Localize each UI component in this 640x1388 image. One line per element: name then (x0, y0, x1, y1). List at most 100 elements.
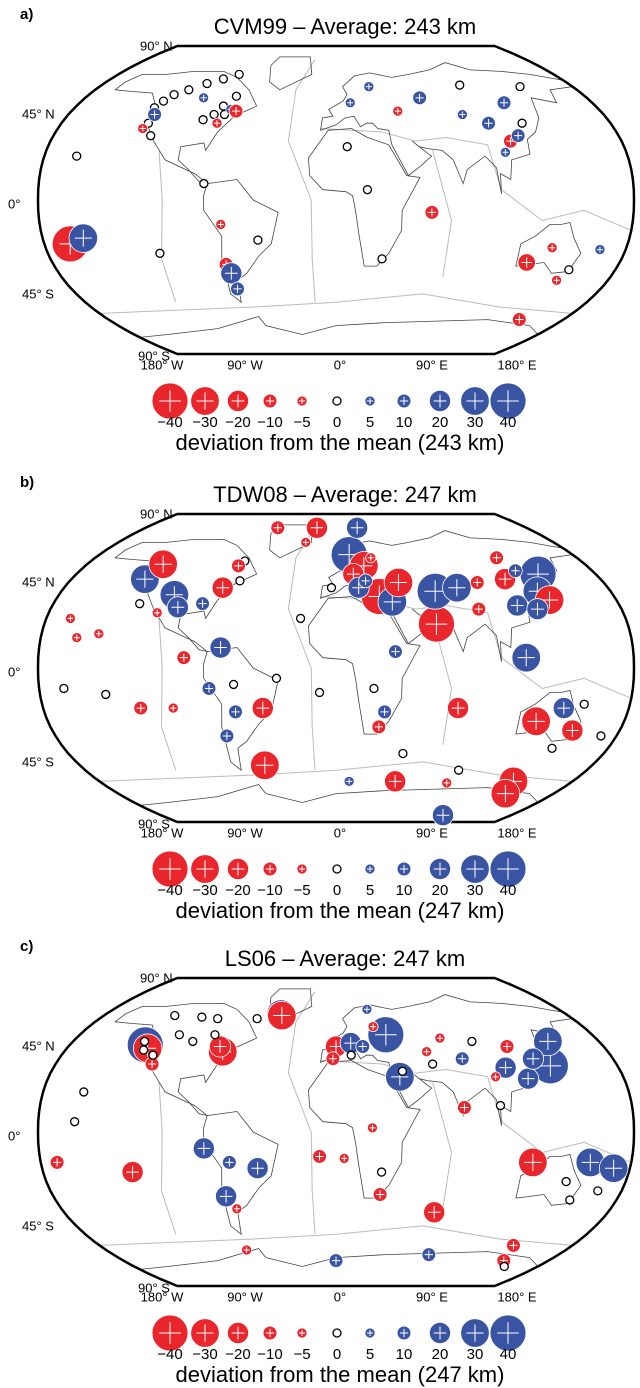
station-marker (398, 748, 408, 759)
legend-label: −30 (192, 414, 217, 431)
lat-label: 90° S (138, 1280, 170, 1295)
cross (380, 707, 389, 717)
cross (433, 1326, 447, 1340)
coastline (515, 1154, 582, 1206)
cross (170, 705, 177, 712)
cross (497, 390, 519, 412)
plate-boundary (287, 59, 316, 303)
cross (399, 396, 409, 406)
cross (213, 1040, 227, 1053)
plate-boundary (320, 128, 632, 231)
cross (67, 615, 74, 622)
cross (358, 1042, 367, 1051)
cross (511, 566, 520, 575)
legend-label: 30 (467, 414, 484, 431)
cross (510, 599, 524, 612)
station-marker (596, 731, 606, 741)
cross (497, 1322, 519, 1344)
station-marker (467, 1036, 477, 1047)
cross (553, 277, 560, 284)
station-marker (561, 1176, 571, 1187)
cross (74, 229, 92, 247)
cross (514, 131, 523, 140)
cross (352, 581, 366, 595)
plate-boundary (158, 150, 177, 303)
station-marker (579, 699, 589, 709)
coastline (307, 596, 421, 735)
legend-label: 5 (366, 882, 374, 899)
cross (310, 521, 324, 535)
cross (492, 1073, 499, 1080)
cross (433, 394, 447, 408)
cross (298, 1329, 306, 1337)
lat-label: 45° N (22, 1038, 55, 1053)
cross (159, 390, 181, 412)
cross (496, 785, 514, 803)
cross (196, 392, 214, 410)
station-marker (593, 1186, 603, 1196)
cross (231, 1326, 245, 1340)
legend-label: 40 (500, 1346, 517, 1363)
map-panel: a) CVM99 – Average: 243 km 90° N 45° N 0° 45°… (8, 6, 636, 455)
station-marker (376, 1167, 387, 1177)
coastline (319, 62, 574, 194)
cross (502, 1042, 512, 1051)
legend-label: −40 (157, 882, 182, 899)
station-marker (199, 178, 209, 189)
legend-caption: deviation from the mean (243 km) (176, 430, 505, 455)
station-marker (138, 1045, 149, 1055)
station-marker (209, 109, 219, 120)
cross (273, 1006, 291, 1025)
plate-boundary (99, 761, 573, 782)
legend-label: 0 (333, 1346, 341, 1363)
map-title: CVM99 – Average: 243 km (214, 14, 477, 39)
cross (256, 701, 270, 715)
cross (499, 98, 509, 107)
legend-label: −10 (257, 414, 282, 431)
station-marker (377, 254, 387, 264)
cross (346, 778, 353, 785)
cross (154, 609, 161, 616)
cross (391, 647, 400, 656)
station-marker (252, 1013, 262, 1024)
station-marker (234, 69, 244, 80)
cross (526, 1052, 540, 1066)
lat-label: 90° N (140, 506, 173, 521)
cross (424, 1250, 433, 1259)
station-marker (332, 396, 342, 406)
cross (367, 554, 374, 561)
cross (466, 392, 484, 410)
cross (383, 593, 401, 611)
station-marker (564, 265, 574, 275)
plate-boundary (287, 991, 316, 1235)
cross (448, 579, 466, 597)
cross (369, 1124, 376, 1131)
station-marker (188, 1036, 198, 1047)
cross (233, 1205, 240, 1212)
station-marker (174, 1030, 185, 1040)
plate-boundary (158, 618, 177, 771)
station-marker (427, 1059, 438, 1069)
lat-label: 90° N (140, 38, 173, 53)
legend-label: 30 (467, 1346, 484, 1363)
legend-label: −10 (257, 1346, 282, 1363)
lon-label: 180° E (497, 825, 537, 840)
lat-label: 0° (8, 664, 20, 679)
lat-label: 45° S (22, 754, 54, 769)
map-panel: c) LS06 – Average: 247 km 90° N 45° N 0° 45° … (8, 938, 636, 1387)
cross (366, 865, 374, 873)
cross (344, 1036, 358, 1050)
station-marker (332, 1328, 342, 1338)
coastline (269, 56, 313, 91)
cross (231, 707, 240, 717)
cross (159, 1322, 181, 1344)
cross (427, 1205, 441, 1219)
legend-label: 20 (432, 882, 449, 899)
cross (222, 731, 232, 741)
legend-label: −40 (157, 414, 182, 431)
station-marker (69, 1117, 80, 1127)
plate-boundary (99, 293, 573, 314)
cross (256, 756, 274, 774)
cross (350, 521, 364, 535)
